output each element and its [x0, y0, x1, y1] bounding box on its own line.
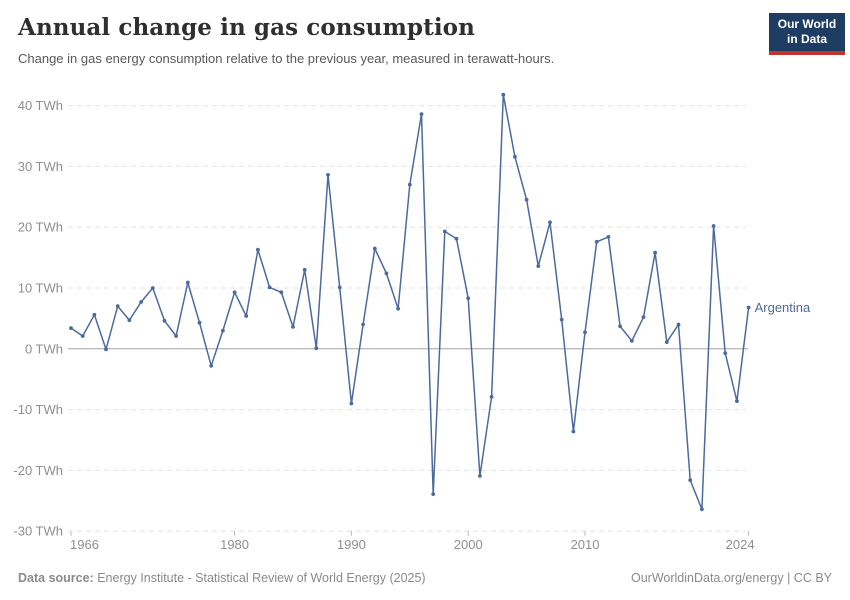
data-point [127, 318, 132, 323]
x-axis-tick-label: 2010 [571, 537, 600, 552]
data-point [431, 492, 436, 496]
data-point [174, 334, 179, 338]
footer-source: Data source: Energy Institute - Statisti… [18, 571, 426, 585]
data-point [384, 271, 389, 276]
data-point [69, 326, 73, 330]
data-point [139, 300, 144, 304]
data-point [361, 322, 365, 327]
data-point [664, 340, 669, 344]
data-point [711, 224, 716, 228]
data-point [396, 306, 400, 311]
y-axis-tick-label: 30 TWh [18, 159, 63, 174]
chart-footer: Data source: Energy Institute - Statisti… [18, 571, 832, 585]
data-point [314, 346, 319, 351]
data-point [618, 324, 622, 329]
data-point [256, 247, 260, 252]
data-point [326, 173, 330, 177]
data-point [688, 478, 693, 482]
data-point [197, 320, 202, 325]
owid-logo: Our World in Data [769, 13, 845, 55]
x-axis-tick-label: 2000 [454, 537, 483, 552]
data-point [115, 304, 120, 309]
data-point [349, 401, 354, 406]
y-axis-tick-label: 10 TWh [18, 281, 63, 296]
series-line-argentina [70, 93, 750, 511]
data-point [442, 229, 447, 234]
data-point [407, 182, 412, 187]
data-point [279, 290, 284, 295]
data-point [513, 154, 517, 159]
data-point [267, 285, 272, 290]
data-point [478, 474, 482, 478]
data-point [466, 296, 471, 301]
data-point [221, 328, 225, 333]
data-point [524, 197, 529, 202]
chart-title: Annual change in gas consumption [18, 14, 475, 41]
y-axis-tick-label: -30 TWh [13, 524, 63, 539]
data-point [454, 236, 459, 241]
y-axis-tick-label: -10 TWh [13, 402, 63, 417]
x-axis-tick-label: 1966 [70, 537, 99, 552]
data-point [185, 280, 190, 285]
y-axis-tick-label: 20 TWh [18, 220, 63, 235]
x-axis-tick-label: 1990 [337, 537, 366, 552]
y-axis-tick-label: 0 TWh [25, 341, 63, 356]
series-entity-label: Argentina [755, 300, 811, 315]
data-point [150, 286, 155, 290]
data-point [232, 290, 237, 295]
data-point [501, 92, 506, 97]
data-point [209, 363, 214, 368]
footer-credit: OurWorldinData.org/energy | CC BY [630, 571, 832, 585]
data-point [594, 239, 599, 244]
data-point [548, 220, 552, 225]
y-axis-tick-label: -20 TWh [13, 463, 63, 478]
data-point [302, 267, 307, 272]
data-point [162, 318, 167, 323]
data-point [676, 322, 681, 327]
footer-source-label: Data source: [18, 571, 94, 585]
x-axis-tick-label: 2024 [726, 537, 755, 552]
data-point [723, 351, 728, 355]
data-point [559, 317, 564, 322]
data-point [583, 330, 587, 335]
data-point [244, 314, 249, 318]
owid-logo-line1: Our World [777, 17, 837, 31]
data-point [337, 285, 342, 290]
data-point [489, 394, 494, 399]
data-point [629, 339, 634, 343]
x-axis-tick-label: 1980 [220, 537, 249, 552]
data-point [653, 250, 657, 255]
data-point [571, 429, 576, 434]
owid-logo-line2: in Data [786, 31, 827, 46]
data-point [606, 235, 611, 239]
data-point [104, 347, 108, 352]
data-point [291, 325, 295, 329]
data-point [419, 112, 424, 116]
data-point [746, 305, 751, 310]
data-point [536, 264, 541, 268]
footer-source-text: Energy Institute - Statistical Review of… [93, 571, 426, 585]
data-point [372, 246, 377, 251]
data-point [700, 507, 704, 512]
data-point [735, 399, 739, 403]
data-point [92, 312, 97, 317]
data-point [641, 315, 646, 320]
y-axis-tick-label: 40 TWh [18, 98, 63, 113]
data-point [80, 334, 85, 338]
chart-subtitle: Change in gas energy consumption relativ… [18, 51, 555, 66]
